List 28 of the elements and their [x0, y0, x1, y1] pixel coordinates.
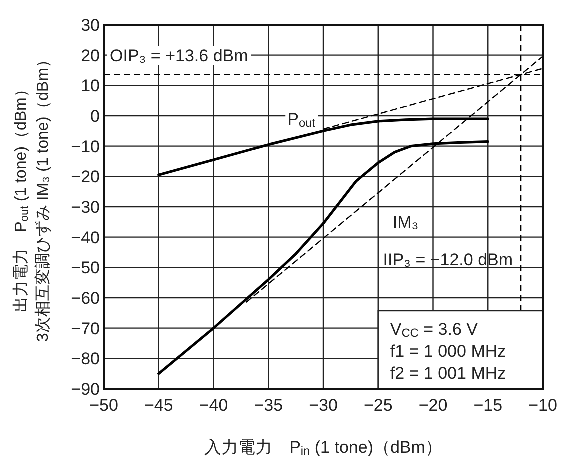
y-tick-label: −20 [71, 168, 100, 187]
y-tick-label: −80 [71, 350, 100, 369]
annotation: V$_{CC}$ = 3.6 V [390, 320, 479, 340]
y-tick-label: 10 [81, 76, 100, 96]
x-tick-label: −10 [528, 396, 558, 415]
y-tick-label: −10 [71, 137, 100, 156]
annotation: P$_{out}$ [288, 110, 316, 130]
y-tick-label: −40 [71, 228, 100, 248]
annotation: f1 = 1 000 MHz [390, 342, 506, 361]
x-tick-label: −45 [144, 396, 174, 415]
annotation: IM₃ [392, 213, 419, 232]
x-axis-title: 入力電力 P$_{in}$ (1 tone)（dBm） [204, 438, 442, 458]
annotation: OIP₃ = +13.6 dBm [110, 46, 248, 66]
x-tick-label: −40 [199, 396, 228, 415]
y-tick-label: 30 [81, 16, 100, 35]
x-tick-label: −20 [418, 396, 448, 415]
x-tick-label: −15 [474, 396, 503, 415]
annotation: f2 = 1 001 MHz [390, 364, 506, 383]
y-tick-label: 20 [81, 46, 100, 66]
x-tick-label: −30 [309, 396, 338, 415]
x-tick-label: −35 [254, 396, 284, 415]
y-tick-label: −70 [71, 319, 100, 338]
y-tick-label: 0 [90, 107, 100, 126]
y-tick-label: −90 [71, 380, 100, 399]
y-tick-label: −50 [71, 258, 100, 278]
x-tick-label: −25 [364, 396, 393, 415]
y-tick-label: −30 [71, 198, 100, 217]
y-tick-label: −60 [71, 289, 100, 308]
